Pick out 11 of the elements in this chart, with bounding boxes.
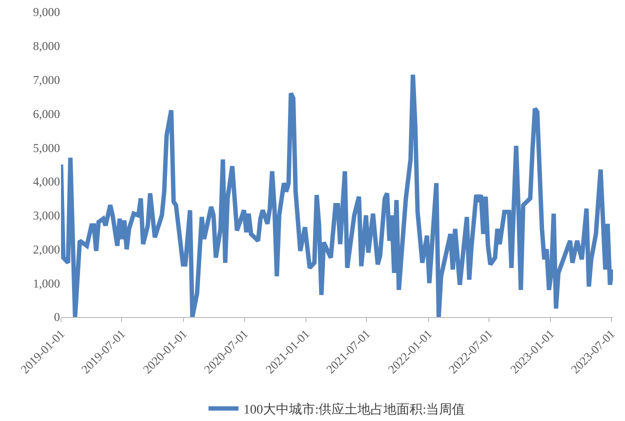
y-tick-label: 2,000: [33, 242, 60, 256]
y-tick-label: 8,000: [33, 39, 60, 54]
y-tick-label: 0: [54, 310, 60, 324]
y-tick-label: 3,000: [33, 208, 60, 223]
y-tick-label: 9,000: [33, 5, 60, 20]
y-tick-label: 1,000: [33, 276, 60, 290]
y-tick-label: 4,000: [33, 174, 60, 189]
y-tick-label: 7,000: [33, 72, 60, 87]
legend-label: 100大中城市:供应土地占地面积:当周值: [244, 402, 466, 417]
y-tick-label: 6,000: [33, 106, 60, 121]
y-tick-label: 5,000: [33, 140, 60, 155]
